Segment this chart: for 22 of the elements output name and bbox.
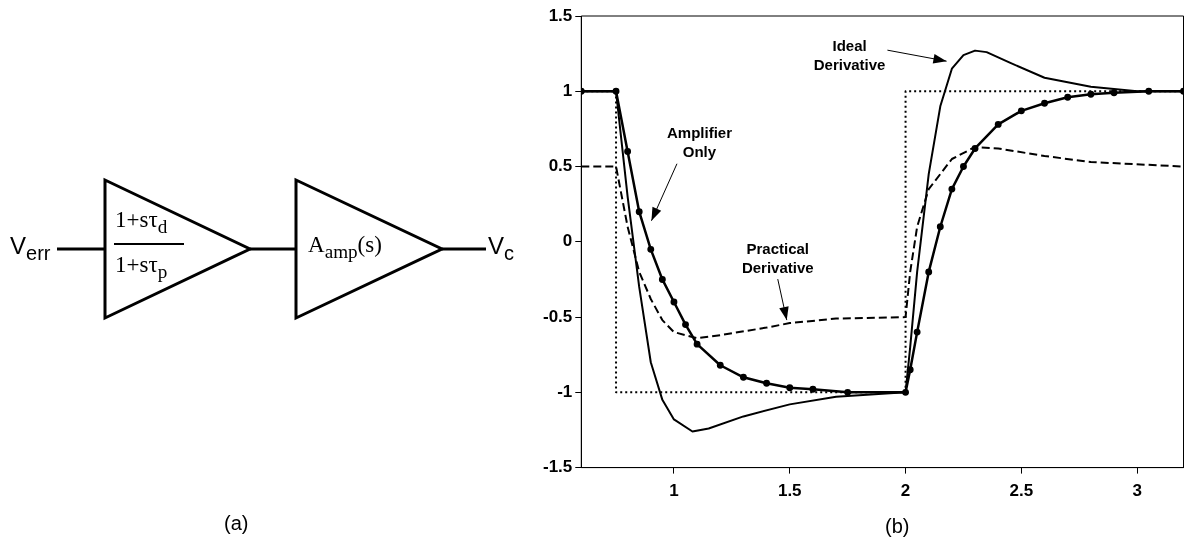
y-tick-label: 0.5 xyxy=(548,156,573,176)
x-tick-label: 2.5 xyxy=(1009,481,1034,501)
x-tick-label: 1 xyxy=(669,481,679,501)
text: A$_{amp}$(s) xyxy=(308,232,382,263)
text: 1+sτ$_{p}$ xyxy=(115,252,168,283)
y-tick-label: 1.5 xyxy=(548,5,573,25)
x-tick-label: 1.5 xyxy=(777,481,802,501)
text: V$_{err}$ xyxy=(10,232,51,265)
text: V$_{c}$ xyxy=(488,232,515,265)
y-tick-label: -1.5 xyxy=(543,457,573,477)
text: (a) xyxy=(224,512,249,535)
y-tick-label: 1 xyxy=(562,80,573,100)
annotation: Amplifier Only xyxy=(666,124,733,161)
text: 1+sτ$_{d}$ xyxy=(115,207,168,238)
annotation: Practical Derivative xyxy=(741,239,814,276)
annotation: Ideal Derivative xyxy=(813,36,886,73)
y-tick-label: -1 xyxy=(557,382,573,402)
text: (b) xyxy=(885,515,910,538)
y-tick-label: -0.5 xyxy=(543,306,573,326)
x-tick-label: 3 xyxy=(1132,481,1142,501)
x-tick-label: 2 xyxy=(900,481,911,501)
y-tick-label: 0 xyxy=(562,231,573,251)
